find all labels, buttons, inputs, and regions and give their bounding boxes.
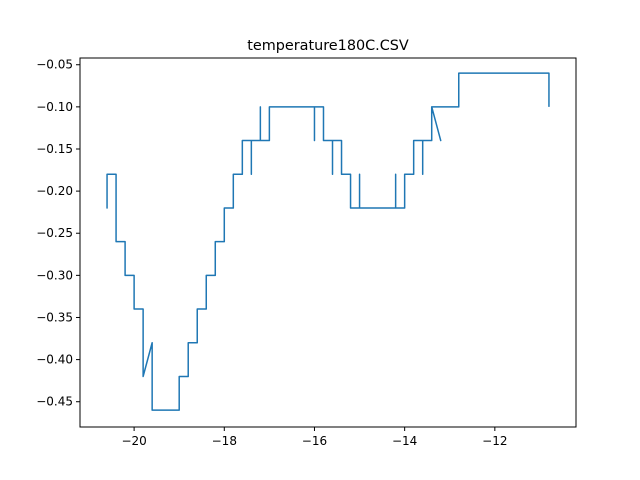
y-tick-label: −0.15 <box>36 142 73 156</box>
y-tick-label: −0.45 <box>36 395 73 409</box>
x-tick-label: −12 <box>482 434 507 448</box>
chart-title: temperature180C.CSV <box>247 38 409 54</box>
x-tick-label: −14 <box>392 434 417 448</box>
x-tick-label: −18 <box>212 434 237 448</box>
y-tick-label: −0.25 <box>36 226 73 240</box>
x-tick-label: −20 <box>121 434 146 448</box>
y-tick-label: −0.40 <box>36 353 73 367</box>
y-tick-label: −0.20 <box>36 184 73 198</box>
y-axis: −0.45 −0.40 −0.35 −0.30 −0.25 −0.20 −0.15 −0.10… <box>36 58 80 409</box>
x-tick-label: −16 <box>302 434 327 448</box>
y-tick-label: −0.35 <box>36 310 73 324</box>
y-tick-label: −0.05 <box>36 58 73 72</box>
series-layer <box>106 72 550 411</box>
y-tick-label: −0.10 <box>36 100 73 114</box>
x-axis: −20 −18 −16 −14 −12 <box>121 427 508 448</box>
series-line-0 <box>106 72 550 411</box>
plot-area-frame <box>79 57 577 428</box>
y-tick-label: −0.30 <box>36 268 73 282</box>
